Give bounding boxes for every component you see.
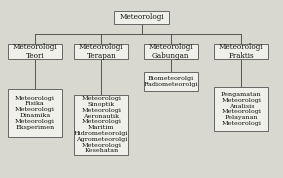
- FancyBboxPatch shape: [143, 44, 198, 59]
- FancyBboxPatch shape: [8, 89, 62, 137]
- Text: Meteorologi
Fisika
Meteorologi
Dinamika
Meteorologi
Eksperimen: Meteorologi Fisika Meteorologi Dinamika …: [15, 96, 55, 130]
- Text: Meteorologi
Sinoptik
Meteorologi
Aeronautik
Meteorologi
Maritim
Hidrometeorolgi
: Meteorologi Sinoptik Meteorologi Aeronau…: [74, 96, 128, 153]
- Text: Meteorologi
Gabungan: Meteorologi Gabungan: [148, 43, 193, 60]
- Text: Meteorologi: Meteorologi: [119, 14, 164, 22]
- Text: Pengamatan
Meteorologi
Analisis
Meteorologi
Pelayanan
Meteorologi: Pengamatan Meteorologi Analisis Meteorol…: [221, 92, 262, 126]
- FancyBboxPatch shape: [214, 44, 268, 59]
- FancyBboxPatch shape: [114, 11, 169, 24]
- FancyBboxPatch shape: [214, 87, 268, 131]
- Text: Biometeorolgi
Radiometeorolgi: Biometeorolgi Radiometeorolgi: [143, 76, 198, 87]
- Text: Meteorologi
Teori: Meteorologi Teori: [12, 43, 57, 60]
- Text: Meteorologi
Praktis: Meteorologi Praktis: [219, 43, 264, 60]
- Text: Meteorologi
Terapan: Meteorologi Terapan: [79, 43, 124, 60]
- FancyBboxPatch shape: [8, 44, 62, 59]
- FancyBboxPatch shape: [74, 44, 128, 59]
- FancyBboxPatch shape: [74, 95, 128, 155]
- FancyBboxPatch shape: [143, 72, 198, 91]
